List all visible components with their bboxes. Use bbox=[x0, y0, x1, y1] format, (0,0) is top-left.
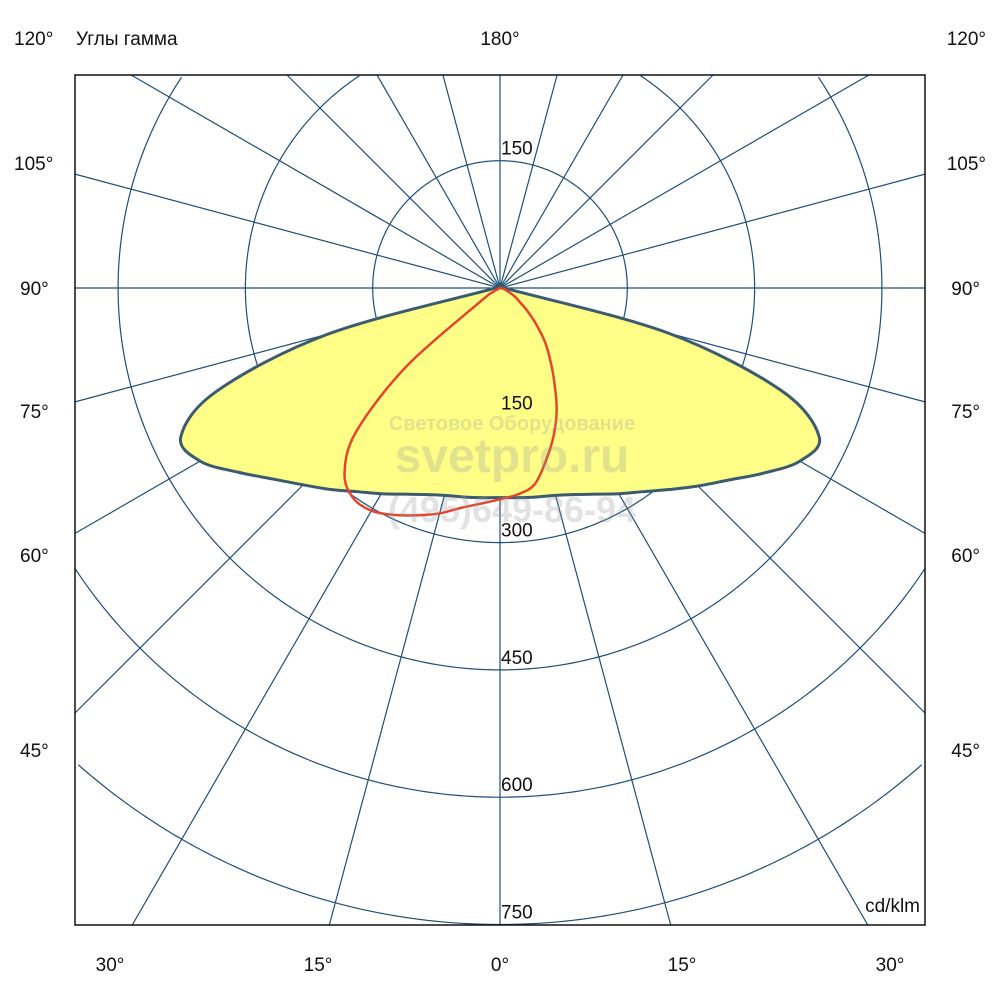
radial-tick-label: 600 bbox=[501, 775, 533, 796]
grid-circle bbox=[117, 76, 883, 671]
corner-label-left-120: 120° bbox=[14, 29, 53, 50]
angle-label: 60° bbox=[951, 546, 980, 567]
intensity-curve-2 bbox=[343, 286, 558, 517]
angle-label: 15° bbox=[668, 955, 697, 976]
angle-label: 75° bbox=[20, 402, 49, 423]
chart-title: Углы гамма bbox=[76, 29, 178, 50]
angle-label: 30° bbox=[876, 955, 905, 976]
curves bbox=[178, 284, 822, 517]
radial-tick-label: 300 bbox=[501, 521, 533, 542]
watermark: Световое Оборудование svetpro.ru (495)64… bbox=[388, 413, 636, 530]
angle-label: 45° bbox=[951, 741, 980, 762]
left-angle-labels: 105° 90° 75° 60° 45° bbox=[14, 154, 53, 762]
grid-ray bbox=[442, 74, 672, 926]
radial-tick-label: 150 bbox=[501, 393, 533, 414]
angle-label: 15° bbox=[304, 955, 333, 976]
angle-label: 105° bbox=[947, 154, 986, 175]
right-angle-labels: 105° 90° 75° 60° 45° bbox=[947, 154, 986, 762]
intensity-curve-1 bbox=[178, 284, 822, 500]
grid-circle bbox=[244, 75, 756, 544]
grid-ray bbox=[328, 74, 558, 926]
angle-label: 0° bbox=[491, 955, 509, 976]
watermark-line1: Световое Оборудование bbox=[389, 413, 635, 435]
radial-tick-label: 450 bbox=[501, 648, 533, 669]
watermark-line3: (495)649-86-94 bbox=[388, 489, 636, 530]
radial-tick-label: 750 bbox=[501, 903, 533, 924]
angle-label: 45° bbox=[20, 741, 49, 762]
grid-circle bbox=[77, 764, 923, 926]
bottom-angle-labels: 30° 15° 0° 15° 30° bbox=[96, 955, 905, 976]
unit-label: cd/klm bbox=[865, 896, 920, 917]
angle-label: 105° bbox=[14, 154, 53, 175]
radial-tick-label-top: 150 bbox=[501, 139, 533, 160]
plot-frame bbox=[74, 74, 926, 926]
angle-label: 90° bbox=[951, 279, 980, 300]
grid-circle bbox=[74, 568, 926, 798]
watermark-line2: svetpro.ru bbox=[395, 430, 630, 483]
top-angle-label: 180° bbox=[480, 29, 519, 50]
angle-label: 30° bbox=[96, 955, 125, 976]
angle-label: 90° bbox=[20, 279, 49, 300]
grid-ray bbox=[376, 74, 869, 926]
corner-label-right-120: 120° bbox=[947, 29, 986, 50]
grid-ray bbox=[131, 74, 624, 926]
angle-label: 60° bbox=[20, 546, 49, 567]
angle-label: 75° bbox=[951, 402, 980, 423]
radial-tick-labels: 150 300 450 600 750 150 bbox=[501, 139, 533, 924]
